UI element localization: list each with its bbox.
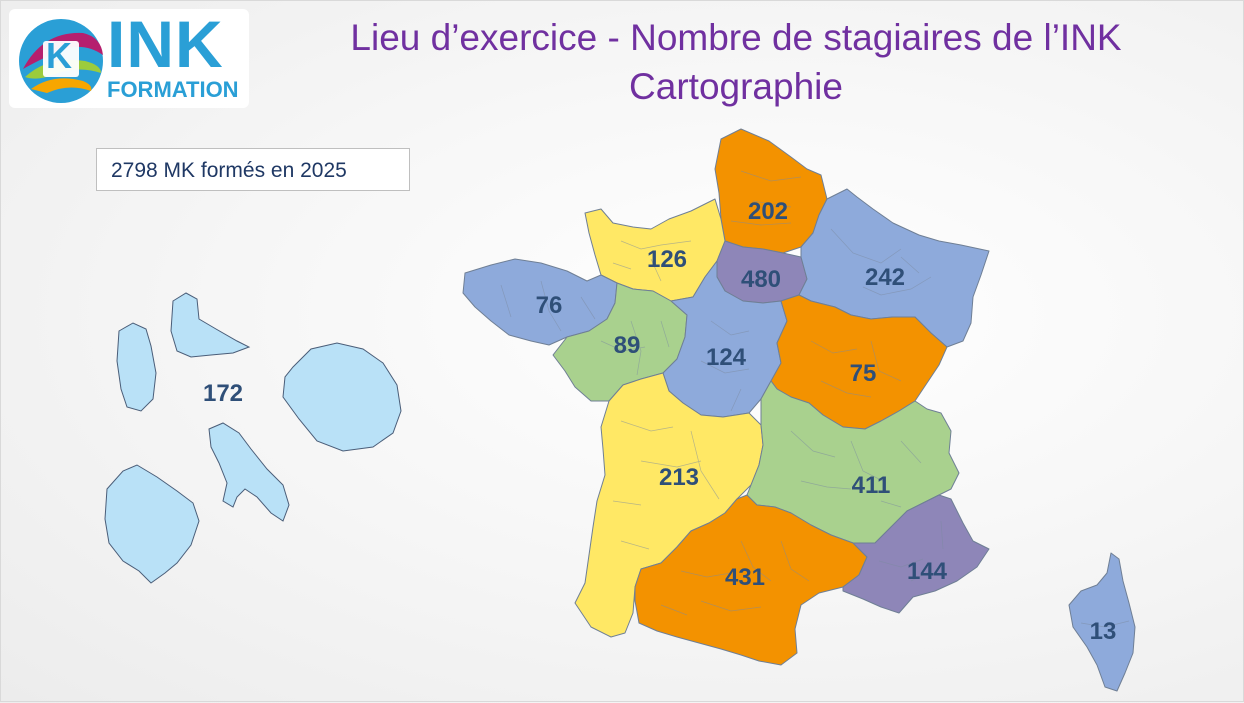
logo-k-mark: K [46,35,72,76]
value-label-corse: 13 [1090,618,1117,645]
region-provence-alpes-cote-d-azur [842,494,990,614]
ink-formation-logo: K INK FORMATION [9,9,249,108]
department-borders [500,170,1130,628]
value-label-bourgogne-franche-comte: 75 [850,360,877,387]
region-value-labels: 202 126 480 242 76 89 124 75 213 411 431… [203,198,1116,645]
overseas-guadeloupe-east-shape [170,292,251,358]
page-subtitle: Cartographie [629,66,843,107]
overseas-guadeloupe-shape [116,322,157,412]
overseas-reunion-shape [282,342,402,452]
value-label-normandie: 126 [647,246,687,273]
region-hauts-de-france [714,128,828,254]
value-label-centre-val-de-loire: 124 [706,344,747,371]
value-label-bretagne: 76 [536,292,563,319]
summary-box: 2798 MK formés en 2025 [96,148,410,191]
value-label-hauts-de-france: 202 [748,198,788,225]
value-label-pays-de-la-loire: 89 [614,332,641,359]
logo-subtitle-text: FORMATION [107,77,239,102]
value-label-occitanie: 431 [725,564,765,591]
value-label-grand-est: 242 [865,264,905,291]
overseas-martinique-shape [208,422,290,522]
logo-swirl-icon [19,19,103,103]
page-title: Lieu d’exercice - Nombre de stagiaires d… [350,17,1122,58]
logo-brand-text: INK [107,7,224,81]
value-label-nouvelle-aquitaine: 213 [659,464,699,491]
value-label-provence-alpes-cote-d-azur: 144 [907,558,948,585]
region-corse [1068,552,1136,692]
value-label-outre-mer: 172 [203,380,243,407]
overseas-guyane-shape [104,464,200,584]
value-label-ile-de-france: 480 [741,266,781,293]
value-label-auvergne-rhone-alpes: 411 [852,472,891,499]
